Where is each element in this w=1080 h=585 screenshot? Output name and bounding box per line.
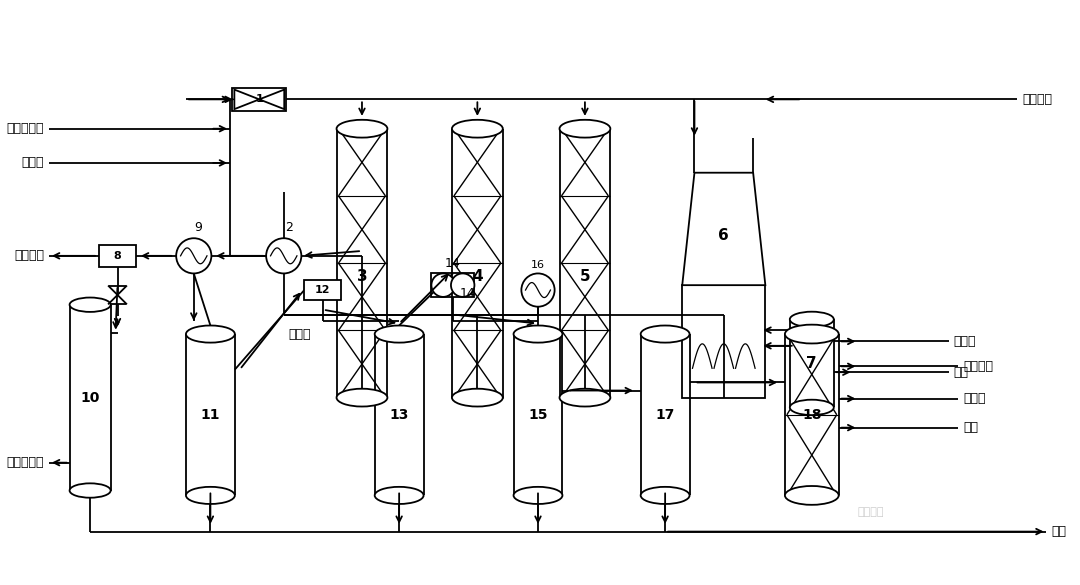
Ellipse shape: [451, 388, 503, 407]
Circle shape: [431, 273, 455, 297]
Text: 9: 9: [194, 221, 203, 235]
Ellipse shape: [789, 400, 834, 415]
Circle shape: [266, 238, 301, 273]
Ellipse shape: [451, 120, 503, 137]
Ellipse shape: [640, 487, 689, 504]
Ellipse shape: [186, 325, 234, 343]
Circle shape: [451, 273, 474, 297]
Text: 4: 4: [472, 269, 483, 284]
Text: 7: 7: [807, 356, 818, 371]
Ellipse shape: [559, 388, 610, 407]
Ellipse shape: [559, 120, 610, 137]
Text: 6: 6: [718, 228, 729, 243]
Text: 14: 14: [460, 287, 475, 300]
Text: 5: 5: [580, 269, 591, 284]
Text: 18: 18: [802, 408, 822, 422]
Text: 11: 11: [201, 408, 220, 422]
Ellipse shape: [375, 487, 423, 504]
Ellipse shape: [785, 486, 839, 505]
Ellipse shape: [514, 325, 563, 343]
Text: 超级石化: 超级石化: [858, 507, 883, 517]
Text: 3: 3: [356, 269, 367, 284]
Circle shape: [176, 238, 212, 273]
Text: 15: 15: [528, 408, 548, 422]
Ellipse shape: [186, 487, 234, 504]
Circle shape: [522, 273, 555, 307]
Bar: [232, 88, 286, 111]
Text: 加氢低分气: 加氢低分气: [6, 122, 44, 135]
Text: 2: 2: [285, 221, 293, 235]
Text: 8: 8: [113, 251, 121, 261]
Text: 17: 17: [656, 408, 675, 422]
Text: 13: 13: [390, 408, 409, 422]
Ellipse shape: [69, 298, 110, 312]
Text: 10: 10: [80, 391, 99, 405]
Text: 解吸气: 解吸气: [954, 335, 976, 348]
Text: 中变气: 中变气: [288, 328, 311, 341]
Text: 天然气: 天然气: [22, 156, 44, 170]
Ellipse shape: [789, 312, 834, 327]
Polygon shape: [234, 90, 259, 109]
Text: 瓦斯: 瓦斯: [954, 366, 969, 378]
Ellipse shape: [337, 120, 388, 137]
Text: 16: 16: [531, 260, 545, 270]
Ellipse shape: [640, 325, 689, 343]
Text: 尾气: 尾气: [1052, 525, 1066, 538]
Bar: [305, 280, 341, 300]
Text: 14: 14: [445, 256, 461, 270]
Bar: [431, 273, 474, 297]
Ellipse shape: [375, 325, 423, 343]
Text: 中压蒸汽: 中压蒸汽: [1022, 93, 1052, 106]
Bar: [683, 285, 766, 398]
Text: 低分气: 低分气: [963, 392, 986, 405]
Text: 12: 12: [315, 285, 330, 295]
Text: 膜分离气: 膜分离气: [963, 360, 994, 373]
Polygon shape: [683, 173, 766, 285]
Bar: [99, 245, 136, 267]
Text: 氢气: 氢气: [963, 421, 978, 434]
Ellipse shape: [69, 483, 110, 498]
Ellipse shape: [785, 325, 839, 343]
Ellipse shape: [514, 487, 563, 504]
Text: 脱酸冷凝水: 脱酸冷凝水: [6, 456, 44, 469]
Ellipse shape: [337, 388, 388, 407]
Polygon shape: [259, 90, 284, 109]
Text: 中压蒸汽: 中压蒸汽: [14, 249, 44, 262]
Text: 1: 1: [256, 94, 264, 104]
